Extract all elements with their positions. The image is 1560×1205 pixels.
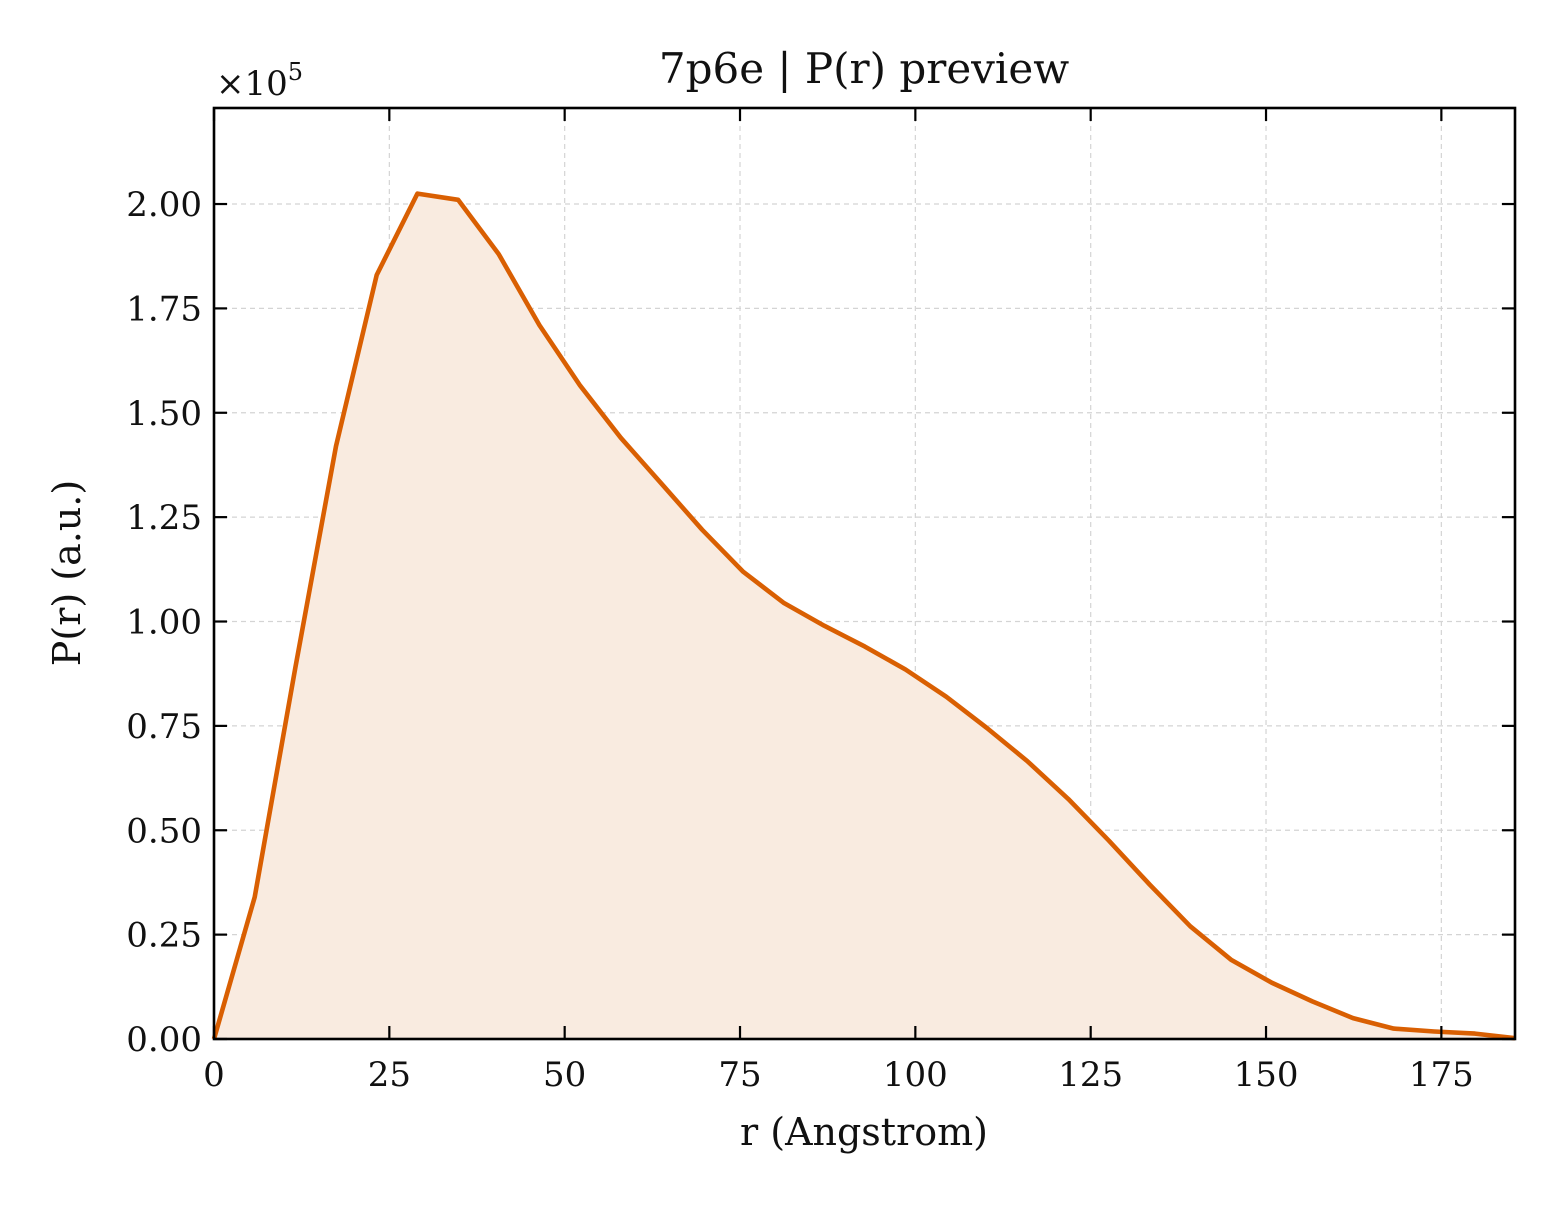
- y-tick-label: 1.25: [126, 498, 202, 538]
- y-tick-label: 0.00: [126, 1020, 202, 1060]
- area-fill: [214, 193, 1515, 1040]
- y-axis-label: P(r) (a.u.): [45, 480, 89, 666]
- x-axis-label: r (Angstrom): [740, 1110, 988, 1154]
- chart-title: 7p6e | P(r) preview: [659, 44, 1069, 93]
- y-scale-multiplier: ×105: [216, 58, 303, 104]
- y-tick-label: 2.00: [126, 185, 202, 225]
- x-tick-label: 75: [718, 1055, 761, 1095]
- x-tick-label: 150: [1234, 1055, 1299, 1095]
- x-tick-label: 50: [543, 1055, 586, 1095]
- x-tick-label: 0: [203, 1055, 225, 1095]
- y-tick-label: 1.50: [126, 394, 202, 434]
- ticks: 0 25 50 75 100 125 150 175 0.00 0.25 0.50 0.75 1.00 1…: [126, 108, 1515, 1095]
- x-tick-label: 100: [883, 1055, 948, 1095]
- y-tick-label: 1.75: [126, 289, 202, 329]
- x-tick-label: 175: [1409, 1055, 1474, 1095]
- y-tick-label: 0.25: [126, 916, 202, 956]
- x-tick-label: 125: [1058, 1055, 1123, 1095]
- y-tick-label: 0.75: [126, 707, 202, 747]
- y-tick-label: 1.00: [126, 603, 202, 643]
- y-tick-label: 0.50: [126, 811, 202, 851]
- series-line: [211, 191, 1516, 1041]
- x-tick-label: 25: [368, 1055, 411, 1095]
- plot-frame: [212, 106, 1517, 1041]
